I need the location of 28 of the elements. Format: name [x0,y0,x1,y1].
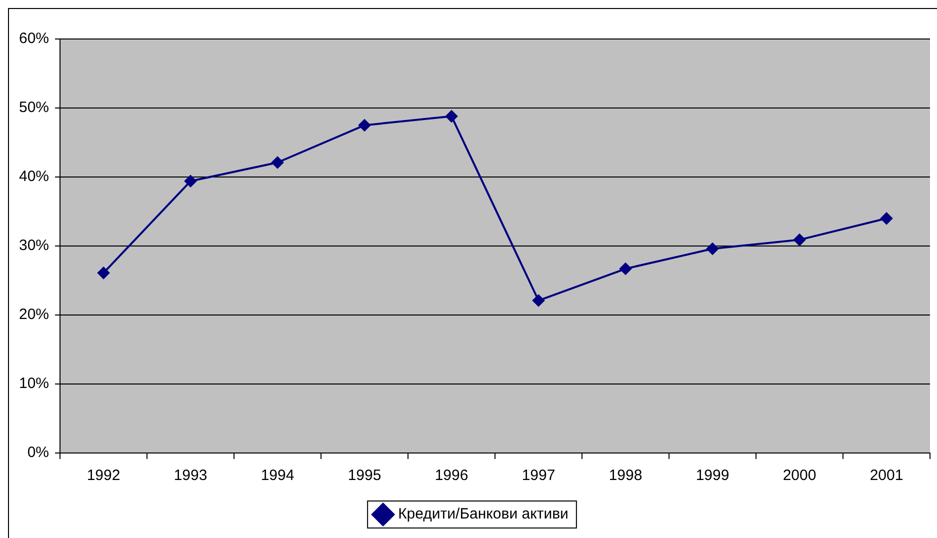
point [272,156,284,169]
y-tick-label: 60% [18,30,50,48]
point [620,262,632,275]
x-tick-label: 1992 [86,467,120,484]
x-tick-label: 2000 [782,467,816,484]
y-tick-label: 40% [18,168,50,186]
y-tick-label: 50% [18,99,50,116]
legend-label: Кредити/Банкови активи [398,506,568,523]
point [184,175,197,188]
x-tick-label: 1998 [608,467,642,484]
x-tick-label: 1993 [174,467,208,484]
point [358,119,371,132]
y-tick-label: 20% [18,306,50,324]
point [794,234,806,246]
x-tick-label: 1994 [260,467,294,484]
x-tick-label: 1995 [348,467,382,484]
point [880,212,892,224]
point [446,110,458,122]
y-tick-label: 0% [27,444,50,462]
x-tick-label: 1999 [696,467,730,484]
point [532,294,545,307]
point [98,266,110,279]
point [706,242,719,255]
y-tick-label: 30% [18,237,50,254]
x-tick-label: 1996 [434,467,468,484]
x-tick-label: 1997 [522,467,556,484]
x-tick-label: 2001 [870,467,904,484]
y-tick-label: 10% [18,375,50,392]
